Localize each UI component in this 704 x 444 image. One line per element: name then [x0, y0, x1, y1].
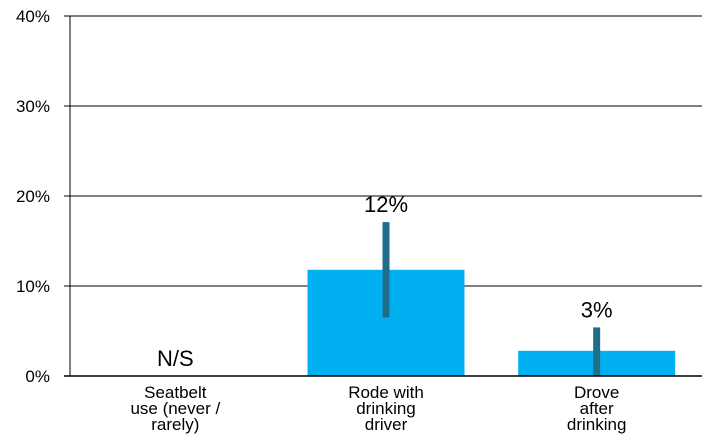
data-label: 3% [581, 297, 613, 322]
x-tick-label: Drove after drinking [567, 383, 627, 434]
data-label: N/S [157, 346, 194, 371]
data-label: 12% [364, 192, 408, 217]
x-tick-label: Rode with drinking driver [348, 383, 424, 434]
error-bars-layer [382, 222, 601, 376]
x-tick-label: Seatbelt use (never / rarely) [130, 383, 220, 434]
y-tick-label: 10% [16, 277, 50, 296]
axes-layer [64, 16, 702, 377]
error-bar [382, 222, 390, 318]
error-bar [593, 327, 601, 376]
y-tick-labels-layer: 0% 10% 20% 30% 40% [16, 7, 50, 386]
y-tick-label: 0% [25, 367, 50, 386]
x-tick-labels-layer: Seatbelt use (never / rarely) Rode with drin… [130, 383, 626, 434]
y-tick-label: 20% [16, 187, 50, 206]
data-labels-layer: N/S 12% 3% [157, 192, 613, 371]
y-tick-label: 40% [16, 7, 50, 26]
y-tick-label: 30% [16, 97, 50, 116]
